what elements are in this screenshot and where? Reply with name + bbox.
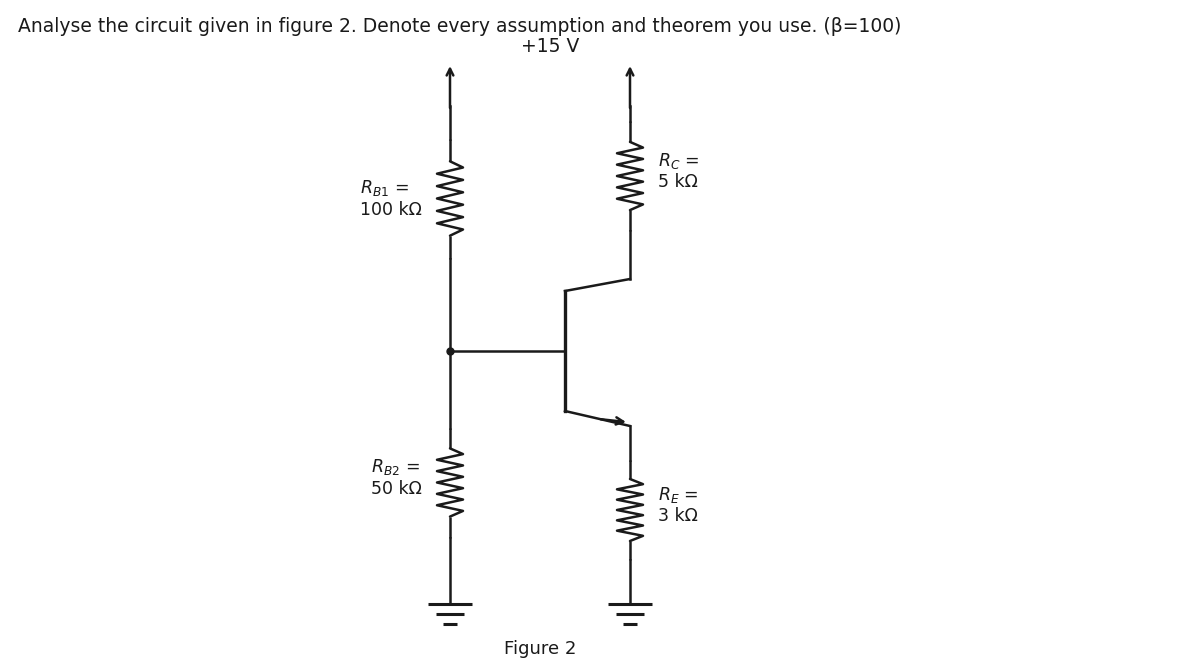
Text: Analyse the circuit given in figure 2. Denote every assumption and theorem you u: Analyse the circuit given in figure 2. D… (18, 17, 901, 36)
Text: $R_E$ =
3 kΩ: $R_E$ = 3 kΩ (658, 485, 698, 525)
Text: Figure 2: Figure 2 (504, 640, 576, 658)
Text: $R_{B2}$ =
50 kΩ: $R_{B2}$ = 50 kΩ (371, 457, 422, 498)
Text: $R_{B1}$ =
100 kΩ: $R_{B1}$ = 100 kΩ (360, 178, 422, 219)
Text: +15 V: +15 V (521, 37, 580, 56)
Text: $R_C$ =
5 kΩ: $R_C$ = 5 kΩ (658, 151, 700, 191)
